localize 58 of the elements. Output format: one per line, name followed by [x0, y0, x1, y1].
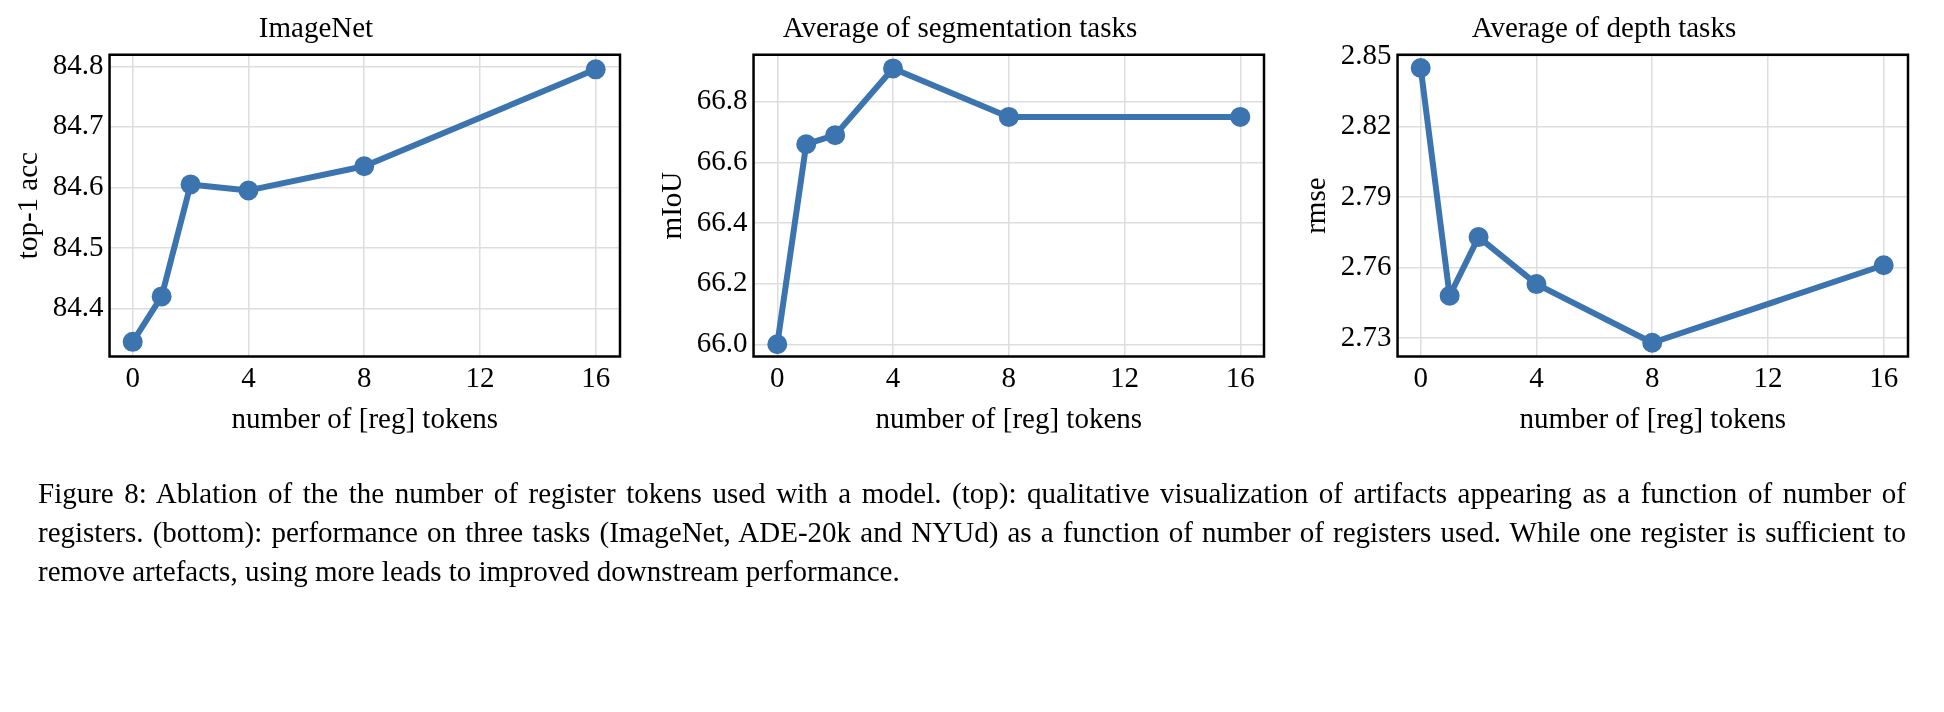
- point: [238, 180, 259, 201]
- point: [1526, 274, 1547, 295]
- x-tick-label: 0: [770, 361, 785, 394]
- chart-title: Average of segmentation tasks: [782, 11, 1138, 44]
- point: [796, 134, 817, 155]
- caption: Figure 8: Ablation of the the number of register tokens used with a model. (top): qualitative visualization of artifacts appearing as a function of number of registers. (bottom): performance on three tasks (ImageNet, ADE-20k and NYUd) as a function of number of registers used. While one register is sufficient to remove artefacts, using more leads to improved downstream performance.: [38, 476, 1906, 589]
- x-tick-label: 12: [1110, 361, 1140, 394]
- y-tick-label: 66.8: [696, 83, 748, 116]
- x-tick-label: 16: [1225, 361, 1255, 394]
- x-axis-title: number of [reg] tokens: [231, 402, 499, 435]
- y-axis-title: mIoU: [655, 171, 688, 240]
- x-tick-label: 12: [465, 361, 495, 394]
- y-tick-label: 2.85: [1340, 37, 1392, 70]
- y-tick-label: 66.4: [696, 204, 749, 237]
- x-axis-title: number of [reg] tokens: [875, 402, 1143, 435]
- point: [883, 58, 904, 79]
- point: [122, 331, 143, 352]
- x-tick-label: 8: [1644, 361, 1660, 394]
- x-tick-label: 4: [885, 361, 901, 394]
- y-axis-title: top-1 acc: [11, 152, 44, 260]
- y-tick-label: 84.8: [52, 47, 104, 80]
- x-tick-label: 4: [1529, 361, 1545, 394]
- point: [998, 106, 1019, 127]
- y-tick-label: 2.79: [1340, 178, 1392, 211]
- point: [585, 59, 606, 80]
- x-tick-label: 12: [1753, 361, 1783, 394]
- x-tick-label: 8: [356, 361, 372, 394]
- y-tick-label: 66.2: [696, 265, 748, 298]
- point: [825, 125, 846, 146]
- y-tick-label: 84.6: [52, 169, 104, 202]
- y-axis-title: rmse: [1299, 177, 1332, 234]
- point: [1873, 255, 1894, 276]
- point: [1230, 106, 1251, 127]
- point: [767, 334, 788, 355]
- x-axis-title: number of [reg] tokens: [1519, 402, 1787, 435]
- y-tick-label: 2.76: [1340, 249, 1392, 282]
- y-tick-label: 84.7: [52, 108, 104, 141]
- y-tick-label: 2.73: [1340, 319, 1392, 352]
- y-tick-label: 66.6: [696, 144, 748, 177]
- x-tick-label: 0: [125, 361, 140, 394]
- x-tick-label: 16: [1869, 361, 1899, 394]
- point: [1642, 332, 1663, 353]
- chart-title: ImageNet: [258, 11, 374, 44]
- y-tick-label: 84.5: [52, 229, 104, 262]
- y-tick-label: 2.82: [1340, 108, 1392, 141]
- point: [151, 286, 172, 307]
- y-tick-label: 84.4: [52, 290, 105, 323]
- y-tick-label: 66.0: [696, 325, 748, 358]
- chart-title: Average of depth tasks: [1471, 11, 1737, 44]
- point: [180, 174, 201, 195]
- point: [1410, 57, 1431, 78]
- x-tick-label: 4: [241, 361, 257, 394]
- x-tick-label: 16: [581, 361, 611, 394]
- x-tick-label: 0: [1413, 361, 1428, 394]
- point: [1439, 285, 1460, 306]
- point: [354, 156, 375, 177]
- x-tick-label: 8: [1001, 361, 1017, 394]
- point: [1468, 227, 1489, 248]
